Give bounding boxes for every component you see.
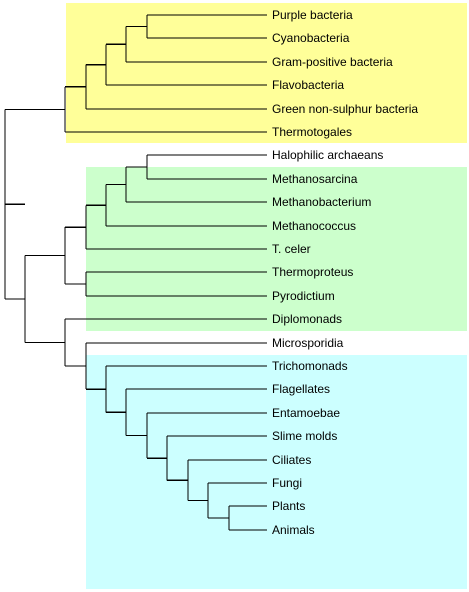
leaf-label: Methanococcus [272, 218, 357, 233]
leaf-label: Animals [272, 522, 315, 537]
leaf-label: Diplomonads [272, 312, 343, 327]
leaf-label: Trichomonads [272, 359, 348, 373]
leaf-label: T. celer [272, 242, 311, 256]
leaf-label: Methanobacterium [272, 195, 372, 210]
leaf-label: Fungi [272, 476, 303, 490]
leaf-label: Ciliates [272, 452, 312, 467]
leaf-label: Microsporidia [272, 335, 344, 350]
leaf-label: Entamoebae [272, 405, 341, 420]
leaf-label: Pyrodictium [272, 288, 335, 303]
leaf-label: Halophilic archaeans [272, 148, 384, 163]
leaf-label: Green non-sulphur bacteria [272, 101, 419, 116]
leaf-label: Flavobacteria [272, 78, 345, 93]
leaf-label: Plants [272, 499, 306, 514]
leaf-label: Thermotogales [272, 125, 353, 139]
leaf-label: Purple bacteria [272, 8, 353, 22]
leaf-label: Slime molds [272, 429, 338, 444]
leaf-label: Thermoproteus [272, 265, 354, 280]
leaf-label: Methanosarcina [272, 171, 358, 186]
leaf-label: Gram-positive bacteria [272, 54, 393, 69]
leaf-label: Flagellates [272, 382, 331, 397]
leaf-label: Cyanobacteria [272, 31, 350, 46]
eukaryota-group-box [86, 355, 467, 589]
